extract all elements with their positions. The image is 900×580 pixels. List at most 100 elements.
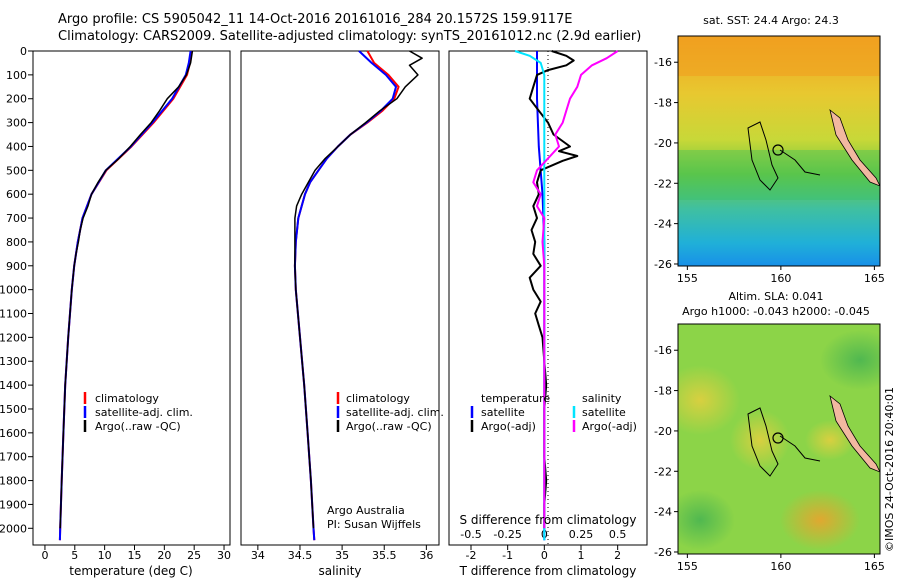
series-argo-raw-qc--line [294, 50, 423, 529]
sst-mid-band [678, 150, 880, 200]
depth-tick-label: 900 [6, 260, 27, 273]
depth-tick-label: 2000 [0, 522, 27, 535]
sst-map [678, 36, 880, 266]
series-argo-raw-qc--line [59, 50, 194, 529]
t-difference-tick-label: -2 [466, 549, 477, 562]
s-difference-axis-label: S difference from climatology [460, 513, 637, 527]
salinity-x-axis: 34 34.5 35 35.5 36 [251, 545, 433, 562]
salinity-tick-label: 34.5 [288, 549, 313, 562]
climatology-title: Climatology: CARS2009. Satellite-adjuste… [58, 29, 642, 44]
sst-map-axes: 155 160 165 -16 -18 -20 -22 -24 -26 [654, 56, 885, 285]
salinity-series [293, 50, 423, 541]
credit-agency: Argo Australia [327, 504, 405, 517]
depth-tick-label: 1000 [0, 284, 27, 297]
depth-tick-label: 400 [6, 140, 27, 153]
float-position-marker [772, 432, 784, 444]
sst-map-frame [677, 35, 881, 267]
salinity-panel-frame [240, 50, 440, 546]
ridge-contour [779, 435, 821, 462]
depth-tick-label: 1600 [0, 427, 27, 440]
sla-anomaly [678, 365, 740, 435]
temperature-tick-label: 25 [187, 549, 201, 562]
longitude-tick-label: 155 [677, 560, 698, 573]
series-climatology-line [58, 50, 193, 541]
depth-tick-label: 1100 [0, 308, 27, 321]
t-difference-tick-label: 1 [578, 549, 585, 562]
depth-tick-label: 1700 [0, 451, 27, 464]
float-position-marker [772, 144, 784, 156]
depth-tick-label: 1500 [0, 403, 27, 416]
t-difference-tick-label: 2 [614, 549, 621, 562]
temperature-x-axis: 0 5 10 15 20 25 30 [41, 545, 231, 562]
legend-label: Argo(..raw -QC) [95, 420, 181, 433]
coastline-vanuatu [829, 394, 880, 473]
legend-label: satellite-adj. clim. [95, 406, 193, 419]
sla-map-subtitle: Argo h1000: -0.043 h2000: -0.045 [682, 305, 870, 318]
depth-tick-label: 100 [6, 69, 27, 82]
coastline-vanuatu [829, 108, 880, 187]
sla-map-axes: 155 160 165 -16 -18 -20 -22 -24 -26 [654, 344, 885, 573]
depth-tick-label: 300 [6, 117, 27, 130]
depth-tick-label: 1200 [0, 331, 27, 344]
temperature-tick-label: 20 [157, 549, 171, 562]
s-difference-tick-label: 0.25 [569, 528, 594, 541]
legend-label: climatology [346, 392, 410, 405]
latitude-tick-label: -26 [654, 258, 672, 271]
difference-series-line [528, 50, 579, 529]
difference-panel-frame [448, 50, 648, 546]
latitude-tick-label: -22 [654, 465, 672, 478]
temperature-tick-label: 10 [98, 549, 112, 562]
depth-tick-label: 800 [6, 236, 27, 249]
legend-header-temperature: temperature [481, 392, 550, 405]
latitude-tick-label: -24 [654, 218, 672, 231]
difference-series-line [532, 50, 619, 529]
imos-stamp: ©IMOS 24-Oct-2016 20:40:01 [883, 387, 896, 552]
salinity-tick-label: 35.5 [372, 549, 397, 562]
s-difference-tick-label: -0.25 [493, 528, 521, 541]
legend-label: Argo(..raw -QC) [346, 420, 432, 433]
t-difference-tick-label: 0 [541, 549, 548, 562]
latitude-tick-label: -18 [654, 385, 672, 398]
s-difference-x-axis: -0.5 -0.25 0 0.25 0.5 [460, 528, 626, 541]
depth-tick-label: 1300 [0, 355, 27, 368]
difference-series-line [514, 50, 546, 541]
temperature-series [58, 50, 194, 541]
temperature-legend: climatology satellite-adj. clim. Argo(..… [83, 392, 193, 433]
depth-tick-label: 200 [6, 93, 27, 106]
latitude-tick-label: -26 [654, 546, 672, 559]
legend-label: Argo(-adj) [582, 420, 637, 433]
temperature-tick-label: 0 [41, 549, 48, 562]
legend-header-salinity: salinity [582, 392, 622, 405]
island-contour-new-caledonia [747, 121, 779, 191]
island-contour-new-caledonia [747, 407, 779, 477]
longitude-tick-label: 160 [770, 272, 791, 285]
latitude-tick-label: -20 [654, 425, 672, 438]
latitude-tick-label: -16 [654, 344, 672, 357]
latitude-tick-label: -16 [654, 56, 672, 69]
sst-map-title: sat. SST: 24.4 Argo: 24.3 [703, 14, 839, 27]
salinity-tick-label: 36 [419, 549, 433, 562]
latitude-tick-label: -20 [654, 137, 672, 150]
latitude-tick-label: -18 [654, 97, 672, 110]
longitude-tick-label: 165 [864, 560, 885, 573]
t-difference-axis-label: T difference from climatology [459, 564, 637, 578]
salinity-tick-label: 35 [335, 549, 349, 562]
sla-anomaly [730, 410, 790, 470]
longitude-tick-label: 165 [864, 272, 885, 285]
t-difference-tick-label: -1 [502, 549, 513, 562]
s-difference-tick-label: -0.5 [460, 528, 481, 541]
depth-tick-label: 1800 [0, 475, 27, 488]
sla-anomaly [820, 330, 880, 390]
s-difference-tick-label: 0.5 [609, 528, 627, 541]
depth-tick-label: 500 [6, 164, 27, 177]
temperature-tick-label: 5 [71, 549, 78, 562]
temperature-panel-frame [32, 50, 231, 546]
difference-series [514, 50, 619, 541]
legend-label: satellite [582, 406, 626, 419]
salinity-legend: climatology satellite-adj. clim. Argo(..… [336, 392, 444, 433]
legend-label: Argo(-adj) [481, 420, 536, 433]
depth-tick-label: 0 [20, 45, 27, 58]
sla-anomaly [678, 490, 735, 550]
longitude-tick-label: 160 [770, 560, 791, 573]
